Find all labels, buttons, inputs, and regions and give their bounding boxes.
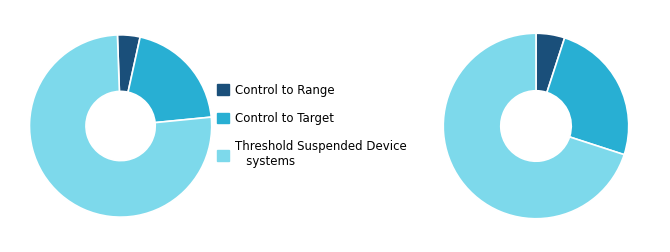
Wedge shape (536, 33, 565, 92)
Wedge shape (444, 33, 624, 219)
Wedge shape (117, 35, 140, 92)
Wedge shape (29, 35, 212, 217)
Wedge shape (547, 38, 628, 155)
Wedge shape (128, 37, 211, 123)
Legend: Control to Range, Control to Target, Threshold Suspended Device
   systems: Control to Range, Control to Target, Thr… (212, 79, 411, 173)
